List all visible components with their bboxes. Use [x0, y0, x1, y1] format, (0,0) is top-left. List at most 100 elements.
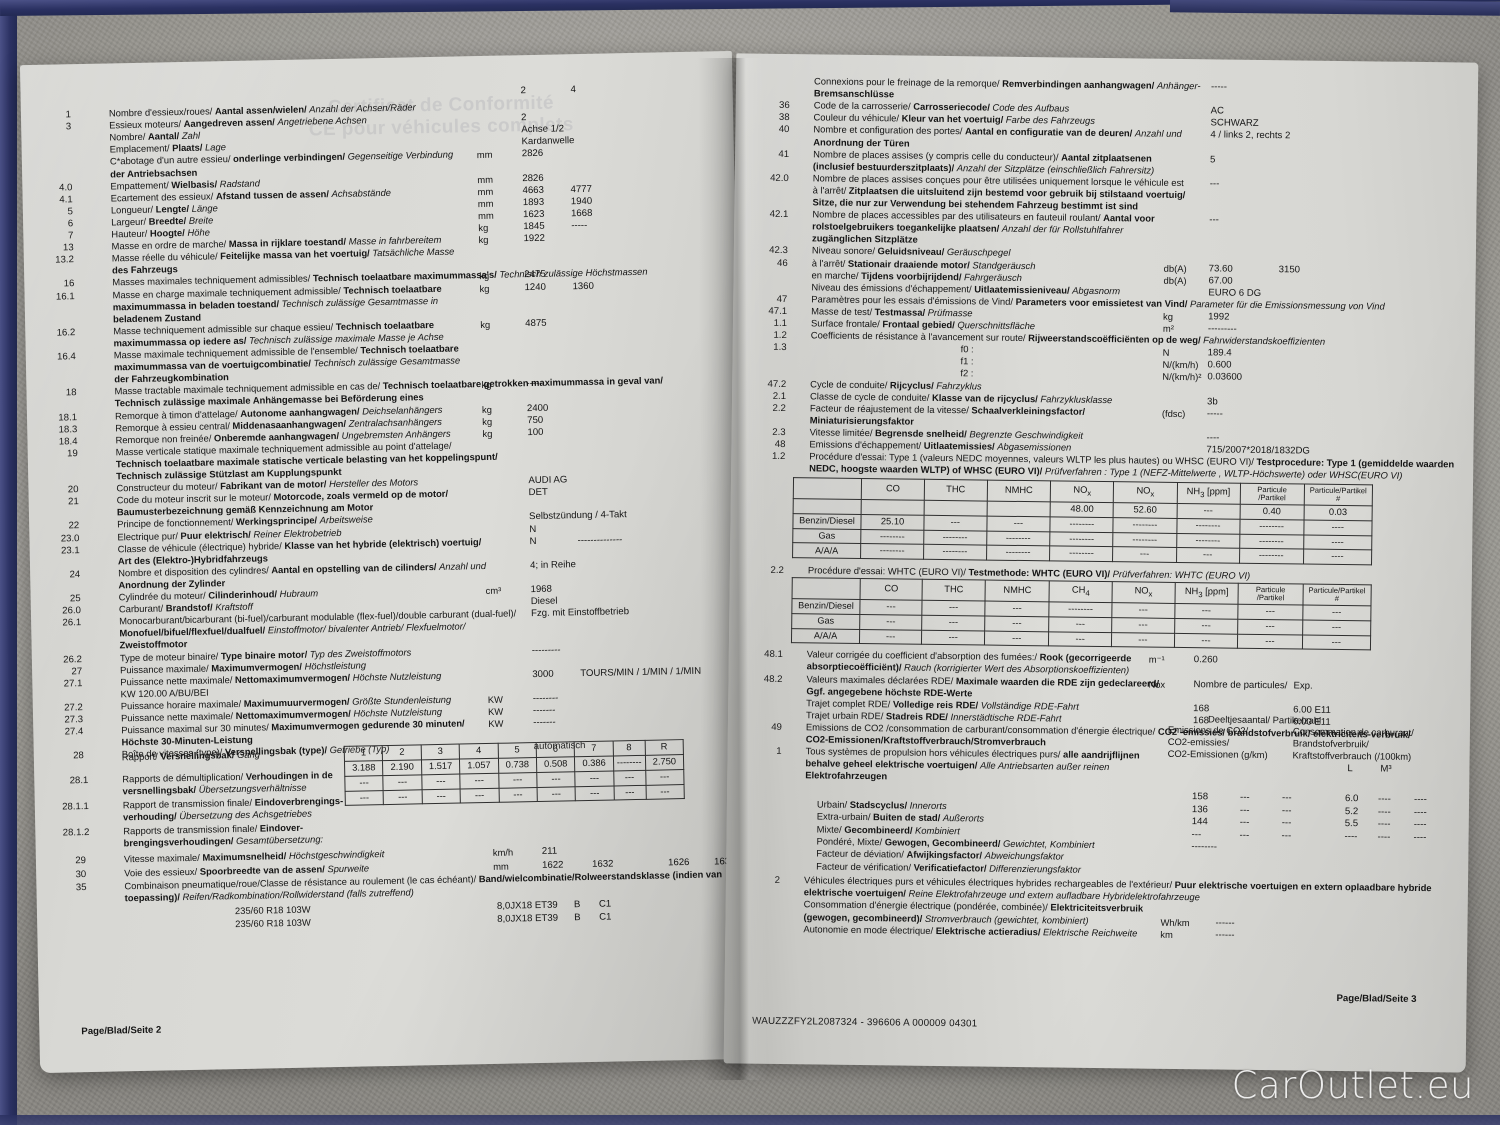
gear-header: 1	[344, 745, 383, 762]
item-unit: mm	[477, 197, 494, 209]
emission-cell: ----	[1303, 534, 1372, 551]
emission-cell: ---	[1111, 602, 1175, 619]
gear-cell: 0.508	[536, 756, 576, 773]
co2-value-alt2: ---	[1281, 805, 1292, 817]
gear-cell: ---	[613, 784, 646, 801]
tyre-size: 235/60 R18 103W	[235, 916, 311, 929]
value-wheel-count: 4	[570, 84, 577, 96]
item-value-primary: -----	[1206, 408, 1223, 420]
co2-row-label: Mixte/ Gecombineerd/ Kombiniert	[816, 823, 960, 836]
emission-cell	[793, 498, 862, 515]
item-label: Autonomie en mode électrique/ Elektrisch…	[803, 922, 1138, 939]
item-number-1.3: 1.3	[773, 342, 787, 354]
item-value-primary: Selbstzündung / 4-Takt	[529, 509, 627, 523]
fuel-extra: ----	[1413, 831, 1427, 843]
gear-cell: ---	[421, 788, 461, 805]
item-unit: mm	[477, 209, 494, 221]
emission-cell: ---	[984, 616, 1050, 632]
item-value-primary: 1623	[522, 208, 545, 221]
gear-cell: ---	[645, 769, 685, 785]
item-number-47.2: 47.2	[767, 378, 787, 390]
fuel-m3: ----	[1377, 831, 1391, 843]
item-unit: db(A)	[1163, 274, 1187, 286]
gear-cell: 2.190	[382, 759, 422, 776]
item-number-47.1: 47.1	[768, 305, 788, 317]
emission-cell: ---	[1237, 633, 1303, 650]
gearbox-row-label: versnellingsbak/ Übersetzungsverhältniss…	[122, 781, 307, 797]
item-label: Zweistoffmotor	[119, 638, 188, 651]
tyre-rolling-resistance: C1	[599, 911, 612, 923]
value-axle-count: 2	[520, 85, 527, 97]
item-value-primary: 1922	[523, 232, 545, 245]
item-unit: km	[1160, 928, 1173, 940]
item-unit: km/h	[492, 846, 514, 859]
emission-row-label: A/A/A	[791, 628, 860, 644]
item-number-2.3: 2.3	[772, 426, 786, 438]
emission-row-label: A/A/A	[792, 543, 861, 559]
item-number-16.1: 16.1	[55, 290, 75, 303]
item-number-26.1: 26.1	[62, 617, 82, 629]
item-value-primary: 3b	[1206, 395, 1218, 408]
co2-value-alt1: ---	[1239, 804, 1250, 816]
item-value-primary: 1240	[524, 281, 546, 293]
coc-booklet: Certificat de Conformité CE pour véhicule…	[19, 50, 1479, 1081]
gear-header: 8	[612, 740, 646, 757]
item-number-30: 30	[75, 868, 87, 880]
gear-cell: ---	[383, 774, 422, 791]
item-unit: kg	[479, 282, 490, 294]
gear-cell: ---	[460, 787, 499, 804]
item-number-25: 25	[69, 593, 81, 605]
item-number-42.0: 42.0	[770, 172, 789, 184]
fuel-litres: 5.5	[1344, 818, 1359, 830]
co2-col-header-left: Emissions de CO2/	[1167, 724, 1249, 737]
item-value-primary: -----	[526, 378, 543, 390]
item-label: Miniaturisierungsfaktor	[809, 414, 915, 427]
item-label: f0 :	[960, 343, 974, 355]
item-unit: m⁻¹	[1148, 653, 1165, 666]
fuel-m3: ----	[1377, 793, 1391, 806]
item-value-primary: ---------	[1207, 323, 1237, 335]
emission-header: Particule /Partikel	[1238, 583, 1303, 606]
emission-cell: --------	[986, 545, 1051, 562]
emission-header: CO	[861, 478, 925, 501]
emission-header	[792, 577, 861, 600]
item-value-primary: ---	[1209, 214, 1219, 226]
item-number-27.3: 27.3	[64, 714, 84, 726]
emission-cell: ---	[984, 601, 1050, 617]
watermark-caroutlet: CarOutlet.eu	[1231, 1064, 1474, 1107]
item-label: f2 :	[960, 367, 974, 379]
item-unit: mm	[493, 860, 509, 872]
gearbox-ratio-table: 1 2 3 4 5 6 7 8 R 3.188 2.190 1.517 1.057 0.738 0.508 0…	[343, 739, 685, 807]
emission-header: NH3 [ppm]	[1174, 582, 1239, 605]
emission-cell: ---	[859, 614, 923, 630]
emission-cell: --------	[1176, 518, 1240, 534]
gearbox-row-label: verhouding/ Übersetzung des Achsgetriebe…	[122, 807, 312, 823]
item-value-secondary: --------------	[577, 533, 623, 546]
gear-cell: ---	[536, 771, 576, 788]
emission-cell: ---	[986, 516, 1051, 532]
mat-edge-bottom	[0, 1115, 1500, 1125]
left-page-footer: Page/Blad/Seite 2	[81, 1024, 162, 1038]
gear-header: 7	[574, 741, 614, 757]
item-number-6: 6	[67, 218, 74, 230]
item-value-primary: AC	[1210, 105, 1225, 117]
item-number-29: 29	[75, 855, 87, 867]
item-number-2.2: 2.2	[772, 402, 786, 414]
item-value-secondary: 1360	[572, 280, 594, 292]
item-value-secondary: 4777	[570, 183, 593, 195]
item-unit: mm	[477, 173, 494, 185]
emission-cell: ---	[1176, 547, 1240, 564]
item-label: Anordnung der Türen	[813, 135, 910, 149]
item-number-1.2: 1.2	[773, 329, 787, 342]
emission-cell: ---	[1238, 604, 1303, 621]
item-number-46: 46	[777, 257, 788, 269]
co2-value: ---	[1191, 828, 1202, 840]
item-value-secondary: 1940	[570, 195, 593, 208]
item-unit: KW	[488, 717, 504, 730]
item-value-primary: -----	[1210, 81, 1228, 93]
emission-cell: --------	[923, 544, 987, 561]
item-value-primary: 0.600	[1207, 359, 1232, 371]
emission-cell: ---	[1111, 632, 1175, 648]
emission-row-label: Benzin/Diesel	[792, 513, 862, 530]
gear-cell: 3.188	[344, 760, 384, 777]
